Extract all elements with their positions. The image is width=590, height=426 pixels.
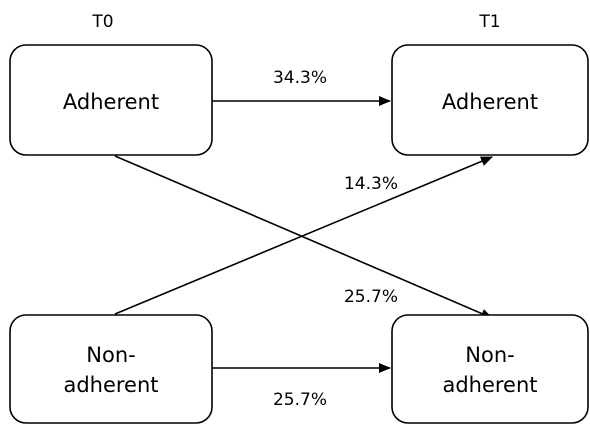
node-box	[391, 314, 589, 424]
node-label-line-1: Non-	[86, 343, 135, 367]
node-t0-adherent: Adherent	[9, 44, 213, 156]
column-label-t1: T1	[478, 12, 500, 32]
node-t1-adherent: Adherent	[391, 44, 589, 156]
node-label-line-1: Non-	[465, 343, 514, 367]
node-t0-nonadherent: Non- adherent	[9, 314, 213, 424]
node-box	[9, 314, 213, 424]
column-label-t0: T0	[91, 12, 113, 32]
arrow-adherent-to-nonadherent	[114, 155, 493, 319]
edge-label-adherent-to-adherent: 34.3%	[273, 68, 327, 88]
edge-label-nonadherent-to-adherent: 14.3%	[344, 174, 398, 194]
arrow-nonadherent-to-adherent	[114, 156, 493, 315]
edge-label-adherent-to-nonadherent: 25.7%	[344, 287, 398, 307]
node-label: Adherent	[442, 90, 538, 114]
edge-label-nonadherent-to-nonadherent: 25.7%	[273, 390, 327, 410]
node-label: Adherent	[63, 90, 159, 114]
node-label-line-2: adherent	[63, 373, 158, 397]
node-box	[391, 44, 589, 156]
node-box	[9, 44, 213, 156]
node-label-line-2: adherent	[442, 373, 537, 397]
node-t1-nonadherent: Non- adherent	[391, 314, 589, 424]
